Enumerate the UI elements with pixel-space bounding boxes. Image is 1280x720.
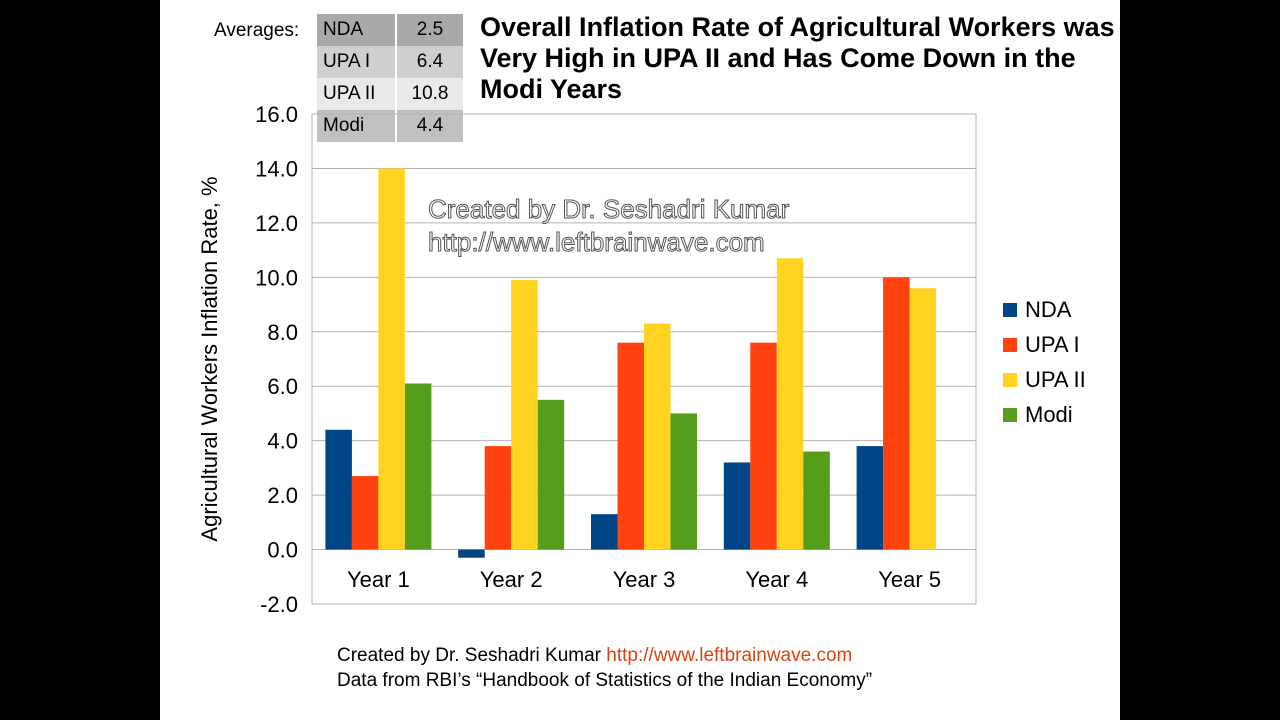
chart-title: Overall Inflation Rate of Agricultural W… — [480, 12, 1115, 104]
legend-item-upa-ii: UPA II — [1003, 362, 1086, 397]
bar — [883, 277, 910, 550]
bar — [458, 549, 485, 558]
legend-swatch-nda — [1003, 302, 1017, 317]
bar — [484, 446, 512, 550]
legend-label-upa-i: UPA I — [1025, 331, 1080, 357]
averages-value: 10.8 — [397, 78, 463, 110]
footer-url-link[interactable]: http://www.leftbrainwave.com — [606, 645, 853, 666]
legend-swatch-modi — [1003, 407, 1017, 422]
bar — [537, 399, 565, 550]
averages-era: UPA II — [317, 78, 395, 110]
bar — [750, 342, 777, 550]
y-tick-label: 4.0 — [267, 429, 298, 454]
legend-item-nda: NDA — [1003, 292, 1086, 327]
y-tick-label: 6.0 — [267, 374, 298, 399]
y-tick-label: 12.0 — [255, 211, 298, 236]
x-tick-label: Year 2 — [480, 567, 543, 592]
legend-label-upa-ii: UPA II — [1025, 366, 1086, 392]
watermark-line1: Created by Dr. Seshadri Kumar — [428, 194, 790, 224]
y-tick-label: 2.0 — [267, 483, 298, 508]
footer-credit-line: Created by Dr. Seshadri Kumar http://www… — [337, 643, 872, 668]
y-tick-label: 16.0 — [255, 102, 298, 127]
footer-credit: Created by Dr. Seshadri Kumar — [337, 645, 607, 666]
plot-border — [311, 113, 977, 605]
chart-legend: NDA UPA I UPA II Modi — [1003, 292, 1086, 432]
bar — [351, 476, 379, 550]
bar — [776, 258, 804, 550]
averages-row: UPA II 10.8 — [317, 78, 463, 110]
legend-label-modi: Modi — [1025, 401, 1073, 427]
x-tick-label: Year 3 — [613, 567, 676, 592]
averages-value: 6.4 — [397, 46, 463, 78]
footer-source: Data from RBI’s “Handbook of Statistics … — [337, 670, 873, 691]
bar — [723, 462, 751, 550]
averages-row: Modi 4.4 — [317, 110, 463, 142]
averages-label: Averages: — [214, 20, 300, 41]
x-tick-label: Year 5 — [878, 567, 941, 592]
averages-era: NDA — [317, 14, 395, 46]
x-tick-label: Year 1 — [347, 567, 410, 592]
bar — [617, 342, 644, 550]
averages-value: 2.5 — [397, 14, 463, 46]
y-tick-label: 8.0 — [267, 320, 298, 345]
legend-label-nda: NDA — [1025, 296, 1072, 322]
bar — [325, 429, 352, 550]
bar — [909, 288, 937, 550]
bar — [591, 514, 618, 550]
y-tick-label: 0.0 — [267, 538, 298, 563]
y-axis-label: Agricultural Workers Inflation Rate, % — [197, 176, 222, 541]
averages-value: 4.4 — [397, 110, 463, 142]
legend-swatch-upa-i — [1003, 337, 1017, 352]
bar — [378, 168, 405, 550]
y-tick-label: -2.0 — [260, 592, 298, 617]
bar — [404, 383, 432, 550]
averages-era: UPA I — [317, 46, 395, 78]
averages-row: NDA 2.5 — [317, 14, 463, 46]
bar — [803, 451, 830, 550]
x-tick-label: Year 4 — [745, 567, 808, 592]
bar — [670, 413, 697, 550]
legend-swatch-upa-ii — [1003, 372, 1017, 387]
footer: Created by Dr. Seshadri Kumar http://www… — [337, 643, 872, 693]
y-tick-label: 10.0 — [255, 265, 298, 290]
averages-table: NDA 2.5 UPA I 6.4 UPA II 10.8 Modi 4.4 — [315, 14, 465, 142]
watermark-line2: http://www.leftbrainwave.com — [428, 227, 765, 257]
bar — [856, 446, 884, 550]
legend-item-upa-i: UPA I — [1003, 327, 1086, 362]
averages-era: Modi — [317, 110, 395, 142]
bar — [644, 323, 671, 550]
bar — [511, 280, 538, 550]
legend-item-modi: Modi — [1003, 397, 1086, 432]
y-tick-label: 14.0 — [255, 156, 298, 181]
averages-row: UPA I 6.4 — [317, 46, 463, 78]
